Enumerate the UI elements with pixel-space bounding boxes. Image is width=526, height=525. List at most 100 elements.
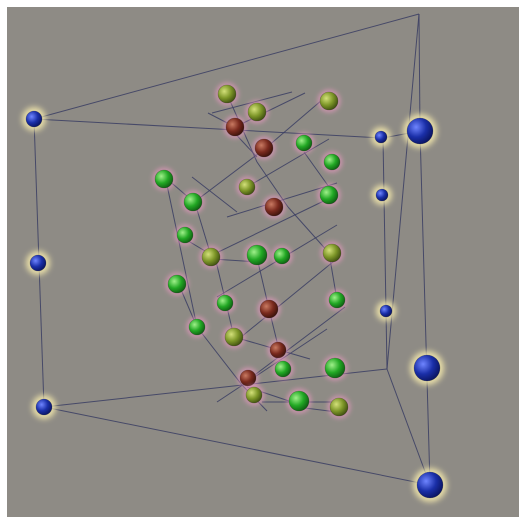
blue-atom[interactable] xyxy=(22,107,46,131)
lattice-edge xyxy=(386,368,431,486)
lattice-edge xyxy=(43,406,431,486)
atom-sphere xyxy=(154,169,174,189)
atom-sphere xyxy=(322,243,342,263)
atom-sphere xyxy=(319,91,339,111)
lattice-edge xyxy=(419,130,431,486)
lattice-edge xyxy=(207,196,333,258)
atom-sphere xyxy=(319,185,339,205)
atom-sphere xyxy=(35,398,53,416)
atom-sphere xyxy=(239,369,257,387)
green-atom[interactable] xyxy=(317,183,341,207)
green-atom[interactable] xyxy=(321,151,343,173)
atom-sphere xyxy=(413,354,441,382)
atom-sphere xyxy=(406,117,434,145)
lattice-edge xyxy=(196,326,243,386)
blue-atom[interactable] xyxy=(32,395,56,419)
olive-atom[interactable] xyxy=(199,245,223,269)
green-atom[interactable] xyxy=(244,242,270,268)
lattice-edges xyxy=(33,13,431,486)
lattice-scene xyxy=(22,13,447,502)
atom-sphere xyxy=(238,178,256,196)
atom-sphere xyxy=(188,318,206,336)
atom-sphere xyxy=(295,134,313,152)
blue-atom[interactable] xyxy=(403,114,437,148)
atom-sphere xyxy=(167,274,187,294)
olive-atom[interactable] xyxy=(317,89,341,113)
lattice-edge xyxy=(303,151,330,188)
atom-sphere xyxy=(216,294,234,312)
lattice-edge xyxy=(166,184,198,328)
green-atom[interactable] xyxy=(271,245,293,267)
olive-atom[interactable] xyxy=(327,395,351,419)
atom-sphere xyxy=(254,138,274,158)
olive-atom[interactable] xyxy=(243,384,265,406)
green-atom[interactable] xyxy=(272,358,294,380)
atom-sphere xyxy=(416,471,444,499)
atom-sphere xyxy=(269,341,287,359)
olive-atom[interactable] xyxy=(215,82,239,106)
atom-sphere xyxy=(201,247,221,267)
blue-atom[interactable] xyxy=(413,468,447,502)
red-atom[interactable] xyxy=(257,297,281,321)
atom-sphere xyxy=(375,188,389,202)
atom-sphere xyxy=(224,327,244,347)
atom-sphere xyxy=(247,102,267,122)
atom-sphere xyxy=(225,117,245,137)
olive-atom[interactable] xyxy=(222,325,246,349)
atom-sphere xyxy=(25,110,43,128)
green-atom[interactable] xyxy=(165,272,189,296)
lattice-edge xyxy=(418,13,421,132)
atom-sphere xyxy=(259,299,279,319)
green-atom[interactable] xyxy=(181,190,205,214)
atom-sphere xyxy=(288,390,310,412)
lattice-edge xyxy=(234,92,306,128)
lattice-atoms xyxy=(22,82,447,502)
atom-sphere xyxy=(323,153,341,171)
green-atom[interactable] xyxy=(286,388,312,414)
atom-sphere xyxy=(217,84,237,104)
lattice-edge xyxy=(192,146,268,204)
green-atom[interactable] xyxy=(186,316,208,338)
green-atom[interactable] xyxy=(152,167,176,191)
red-atom[interactable] xyxy=(262,195,286,219)
red-atom[interactable] xyxy=(237,367,259,389)
lattice-edge xyxy=(246,138,330,188)
blue-atom[interactable] xyxy=(26,251,50,275)
green-atom[interactable] xyxy=(214,292,236,314)
blue-atom[interactable] xyxy=(410,351,444,385)
atom-sphere xyxy=(379,304,393,318)
atom-sphere xyxy=(329,397,349,417)
olive-atom[interactable] xyxy=(245,100,269,124)
blue-atom[interactable] xyxy=(372,185,392,205)
olive-atom[interactable] xyxy=(236,176,258,198)
green-atom[interactable] xyxy=(293,132,315,154)
green-atom[interactable] xyxy=(322,355,348,381)
red-atom[interactable] xyxy=(223,115,247,139)
lattice-edge xyxy=(251,306,346,378)
atom-sphere xyxy=(183,192,203,212)
olive-atom[interactable] xyxy=(320,241,344,265)
atom-sphere xyxy=(245,386,263,404)
atom-sphere xyxy=(274,360,292,378)
green-atom[interactable] xyxy=(326,289,348,311)
lattice-edge xyxy=(33,118,384,139)
green-atom[interactable] xyxy=(174,224,196,246)
lattice-edge xyxy=(191,176,238,213)
lattice-edge xyxy=(33,13,420,120)
blue-atom[interactable] xyxy=(376,301,396,321)
red-atom[interactable] xyxy=(252,136,276,160)
atom-sphere xyxy=(273,247,291,265)
atom-sphere xyxy=(324,357,346,379)
viewport[interactable] xyxy=(7,7,519,517)
lattice-edge xyxy=(234,256,340,343)
lattice-edge xyxy=(216,328,328,403)
atom-sphere xyxy=(374,130,388,144)
atom-sphere xyxy=(328,291,346,309)
red-atom[interactable] xyxy=(267,339,289,361)
atom-sphere xyxy=(176,226,194,244)
atom-sphere xyxy=(246,244,268,266)
atom-sphere xyxy=(264,197,284,217)
atom-sphere xyxy=(29,254,47,272)
blue-atom[interactable] xyxy=(371,127,391,147)
lattice-edge xyxy=(382,137,388,370)
